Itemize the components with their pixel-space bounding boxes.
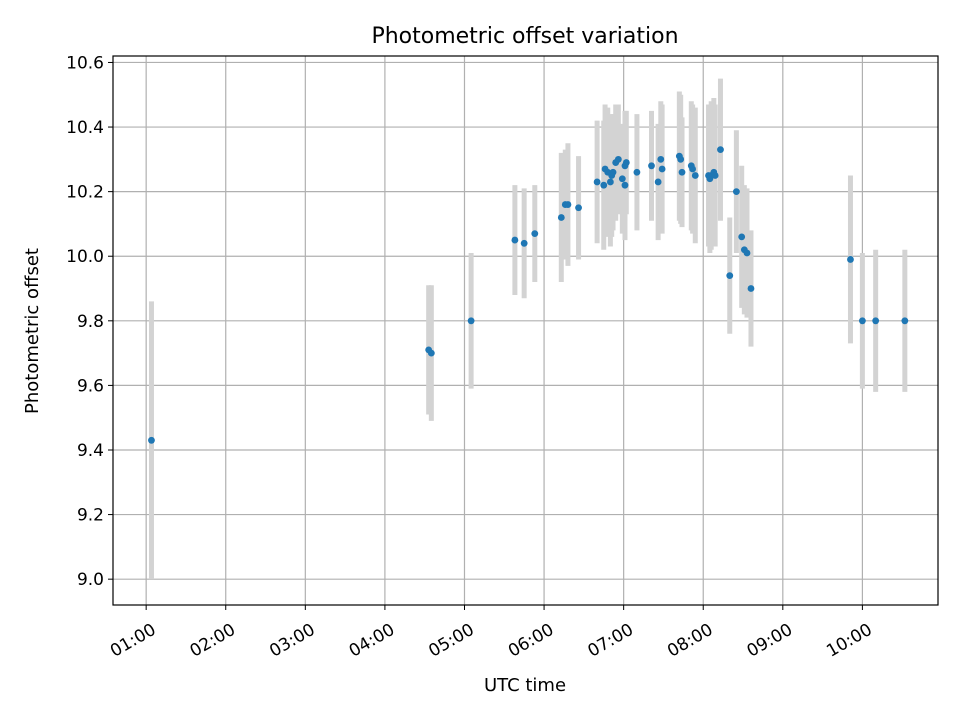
data-point: [711, 172, 719, 179]
data-point: [738, 233, 746, 241]
data-point: [564, 201, 572, 208]
data-point: [520, 239, 528, 247]
data-point: [575, 204, 582, 212]
data-point: [531, 230, 539, 238]
data-point: [600, 181, 608, 189]
y-tick-label: 9.4: [77, 441, 104, 461]
data-point: [677, 155, 685, 163]
data-point: [743, 249, 751, 257]
y-tick-label: 10.2: [66, 183, 104, 203]
data-point: [717, 146, 724, 154]
chart-title: Photometric offset variation: [371, 24, 678, 49]
data-point: [872, 317, 880, 325]
data-point: [678, 168, 686, 176]
data-point: [148, 436, 155, 444]
data-point: [427, 349, 435, 357]
plot-area-frame: [112, 55, 939, 606]
data-point: [633, 168, 641, 176]
y-tick-label: 9.6: [77, 376, 104, 396]
data-point: [689, 165, 697, 173]
data-point: [654, 178, 662, 186]
data-point: [858, 317, 866, 325]
data-points: [148, 146, 909, 444]
data-point: [557, 214, 565, 221]
y-tick-label: 9.8: [77, 312, 104, 332]
data-point: [847, 256, 854, 263]
data-point: [691, 172, 699, 179]
y-tick-label: 9.2: [77, 506, 104, 526]
data-point: [658, 165, 666, 173]
data-point: [726, 272, 734, 279]
data-point: [614, 155, 622, 163]
y-axis-label: Photometric offset: [22, 248, 43, 414]
data-point: [622, 159, 630, 166]
data-point: [657, 155, 665, 163]
data-point: [467, 317, 475, 325]
data-point: [747, 285, 755, 292]
data-point: [606, 178, 614, 186]
y-tick-label: 9.0: [77, 570, 104, 590]
data-point: [511, 236, 519, 244]
data-point: [618, 175, 626, 183]
data-point: [901, 317, 909, 325]
data-point: [593, 178, 601, 186]
x-axis-label: UTC time: [484, 675, 566, 696]
data-point: [609, 168, 617, 176]
data-point: [648, 162, 655, 170]
y-tick-label: 10.6: [66, 53, 104, 73]
y-tick-label: 10.0: [66, 247, 104, 267]
data-point: [621, 181, 629, 189]
y-tick-label: 10.4: [66, 118, 104, 138]
data-point: [732, 188, 740, 196]
